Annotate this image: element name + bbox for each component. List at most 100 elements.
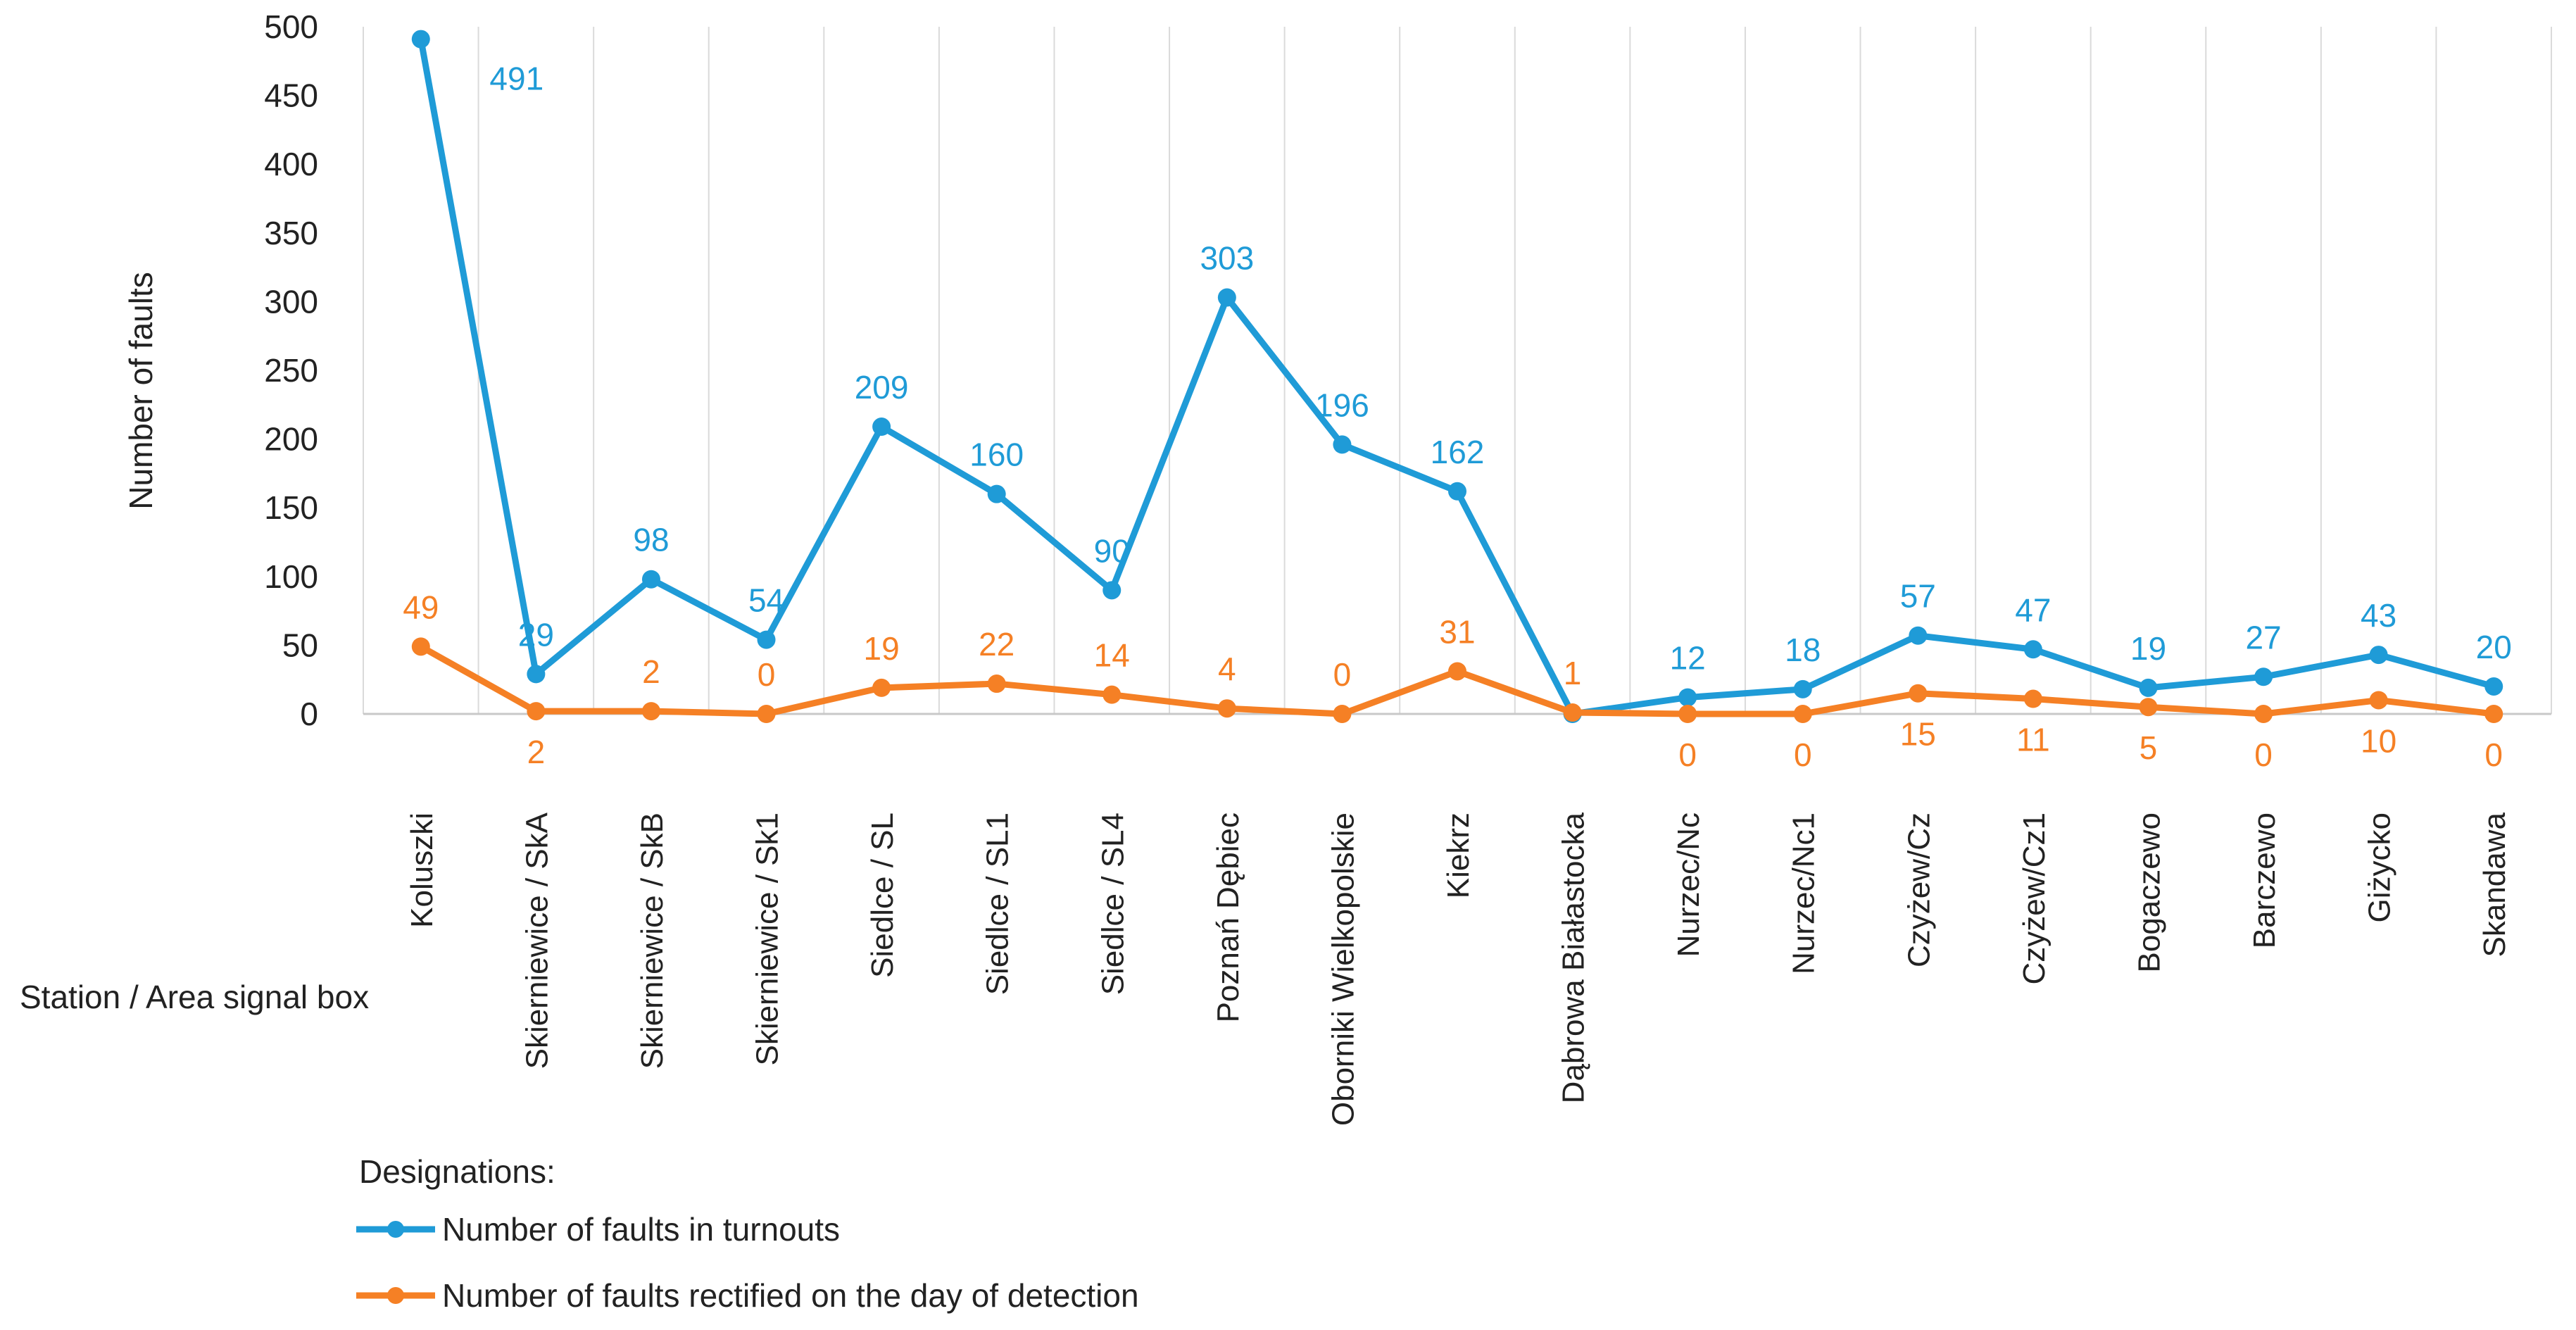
y-tick-label: 350 [264,215,318,251]
data-label: 57 [1900,578,1936,615]
data-point [1448,482,1466,501]
data-point [2484,705,2503,723]
data-point [2254,705,2273,723]
data-point [987,675,1006,694]
legend-swatch-marker [387,1221,404,1238]
data-point [1909,684,1928,703]
data-label: 4 [1218,651,1236,687]
y-axis-ticks: 0 50 100 150 200 250 300 350 400 450 500 [264,8,318,732]
data-label: 491 [489,61,544,97]
x-tick-label: Czyżew/Cz1 [2017,813,2052,985]
data-label: 160 [969,437,1024,473]
data-point [757,705,776,723]
data-point [2023,689,2042,708]
legend-label: Number of faults in turnouts [442,1211,840,1248]
data-point [527,702,546,721]
y-tick-label: 500 [264,8,318,45]
x-tick-label: Skierniewice / SkB [635,813,670,1069]
y-tick-label: 300 [264,283,318,320]
data-point [1217,699,1236,718]
x-axis-title: Station / Area signal box [20,979,369,1015]
data-label: 90 [1094,532,1130,569]
data-label: 2 [527,734,546,770]
data-point [411,637,430,656]
legend-swatch-marker [387,1287,404,1304]
data-label: 0 [2484,736,2503,773]
data-label: 5 [2140,729,2158,766]
data-point [411,30,430,49]
x-tick-label: Koluszki [405,813,439,928]
x-tick-label: Bogaczewo [2132,813,2166,972]
data-point [1102,581,1121,600]
x-tick-label: Siedlce / SL1 [981,813,1015,995]
y-tick-label: 50 [282,627,318,663]
x-tick-label: Siedlce / SL4 [1095,813,1130,995]
x-axis-tick-labels: Koluszki Skierniewice / SkA Skierniewice /… [405,812,2512,1126]
x-tick-label: Siedlce / SL [865,813,900,978]
x-tick-label: Czyżew/Cz [1902,813,1936,967]
y-tick-label: 400 [264,146,318,182]
data-point [1333,435,1352,454]
data-label: 18 [1785,632,1821,668]
data-point [2139,678,2158,697]
data-label: 0 [2254,736,2273,773]
data-label: 14 [1094,637,1130,674]
data-point [1102,685,1121,704]
x-tick-label: Nurzec/Nc [1671,813,1706,957]
data-label: 303 [1200,240,1254,277]
y-tick-label: 450 [264,77,318,114]
legend-label: Number of faults rectified on the day of… [442,1277,1139,1314]
x-tick-label: Skierniewice / SkA [520,812,554,1069]
data-point [1217,288,1236,307]
data-point [1678,705,1697,723]
x-tick-label: Kiekrz [1441,813,1476,898]
y-tick-label: 200 [264,421,318,458]
data-label: 49 [403,589,439,625]
x-tick-label: Giżycko [2363,813,2397,922]
data-point [1793,705,1812,723]
data-point [1448,662,1466,681]
data-point [2369,691,2388,710]
data-point [2023,640,2042,659]
data-point [1678,688,1697,707]
data-label: 98 [633,522,669,558]
data-label: 47 [2015,591,2051,628]
x-tick-label: Dąbrowa Białastocka [1557,812,1591,1103]
data-label: 1 [1564,655,1582,691]
data-label: 43 [2361,597,2396,634]
data-label: 20 [2476,629,2512,665]
data-point [641,702,660,721]
x-tick-label: Barczewo [2247,813,2282,948]
data-label: 19 [2130,630,2166,667]
data-point [987,484,1006,503]
data-point [641,570,660,589]
x-tick-label: Skierniewice / Sk1 [750,813,785,1065]
y-tick-label: 0 [300,696,318,732]
data-label: 209 [855,369,909,406]
legend-title: Designations: [359,1153,555,1190]
data-label: 0 [1333,656,1352,693]
x-tick-label: Skandawa [2477,812,2512,957]
x-tick-label: Nurzec/Nc1 [1787,813,1821,974]
data-label: 27 [2245,619,2281,655]
y-axis-title: Number of faults [122,272,159,509]
data-label: 22 [979,626,1014,663]
y-tick-label: 150 [264,489,318,526]
data-label: 0 [1794,736,1812,773]
data-point [872,418,891,437]
data-label: 196 [1315,387,1369,423]
data-label: 10 [2361,722,2396,759]
data-point [1909,626,1928,645]
data-label: 31 [1439,613,1475,650]
data-label: 29 [518,616,554,653]
data-point [2254,667,2273,686]
data-label: 12 [1670,640,1706,677]
data-label: 2 [642,653,660,690]
data-point [1793,679,1812,698]
x-tick-label: Poznań Dębiec [1211,813,1245,1022]
